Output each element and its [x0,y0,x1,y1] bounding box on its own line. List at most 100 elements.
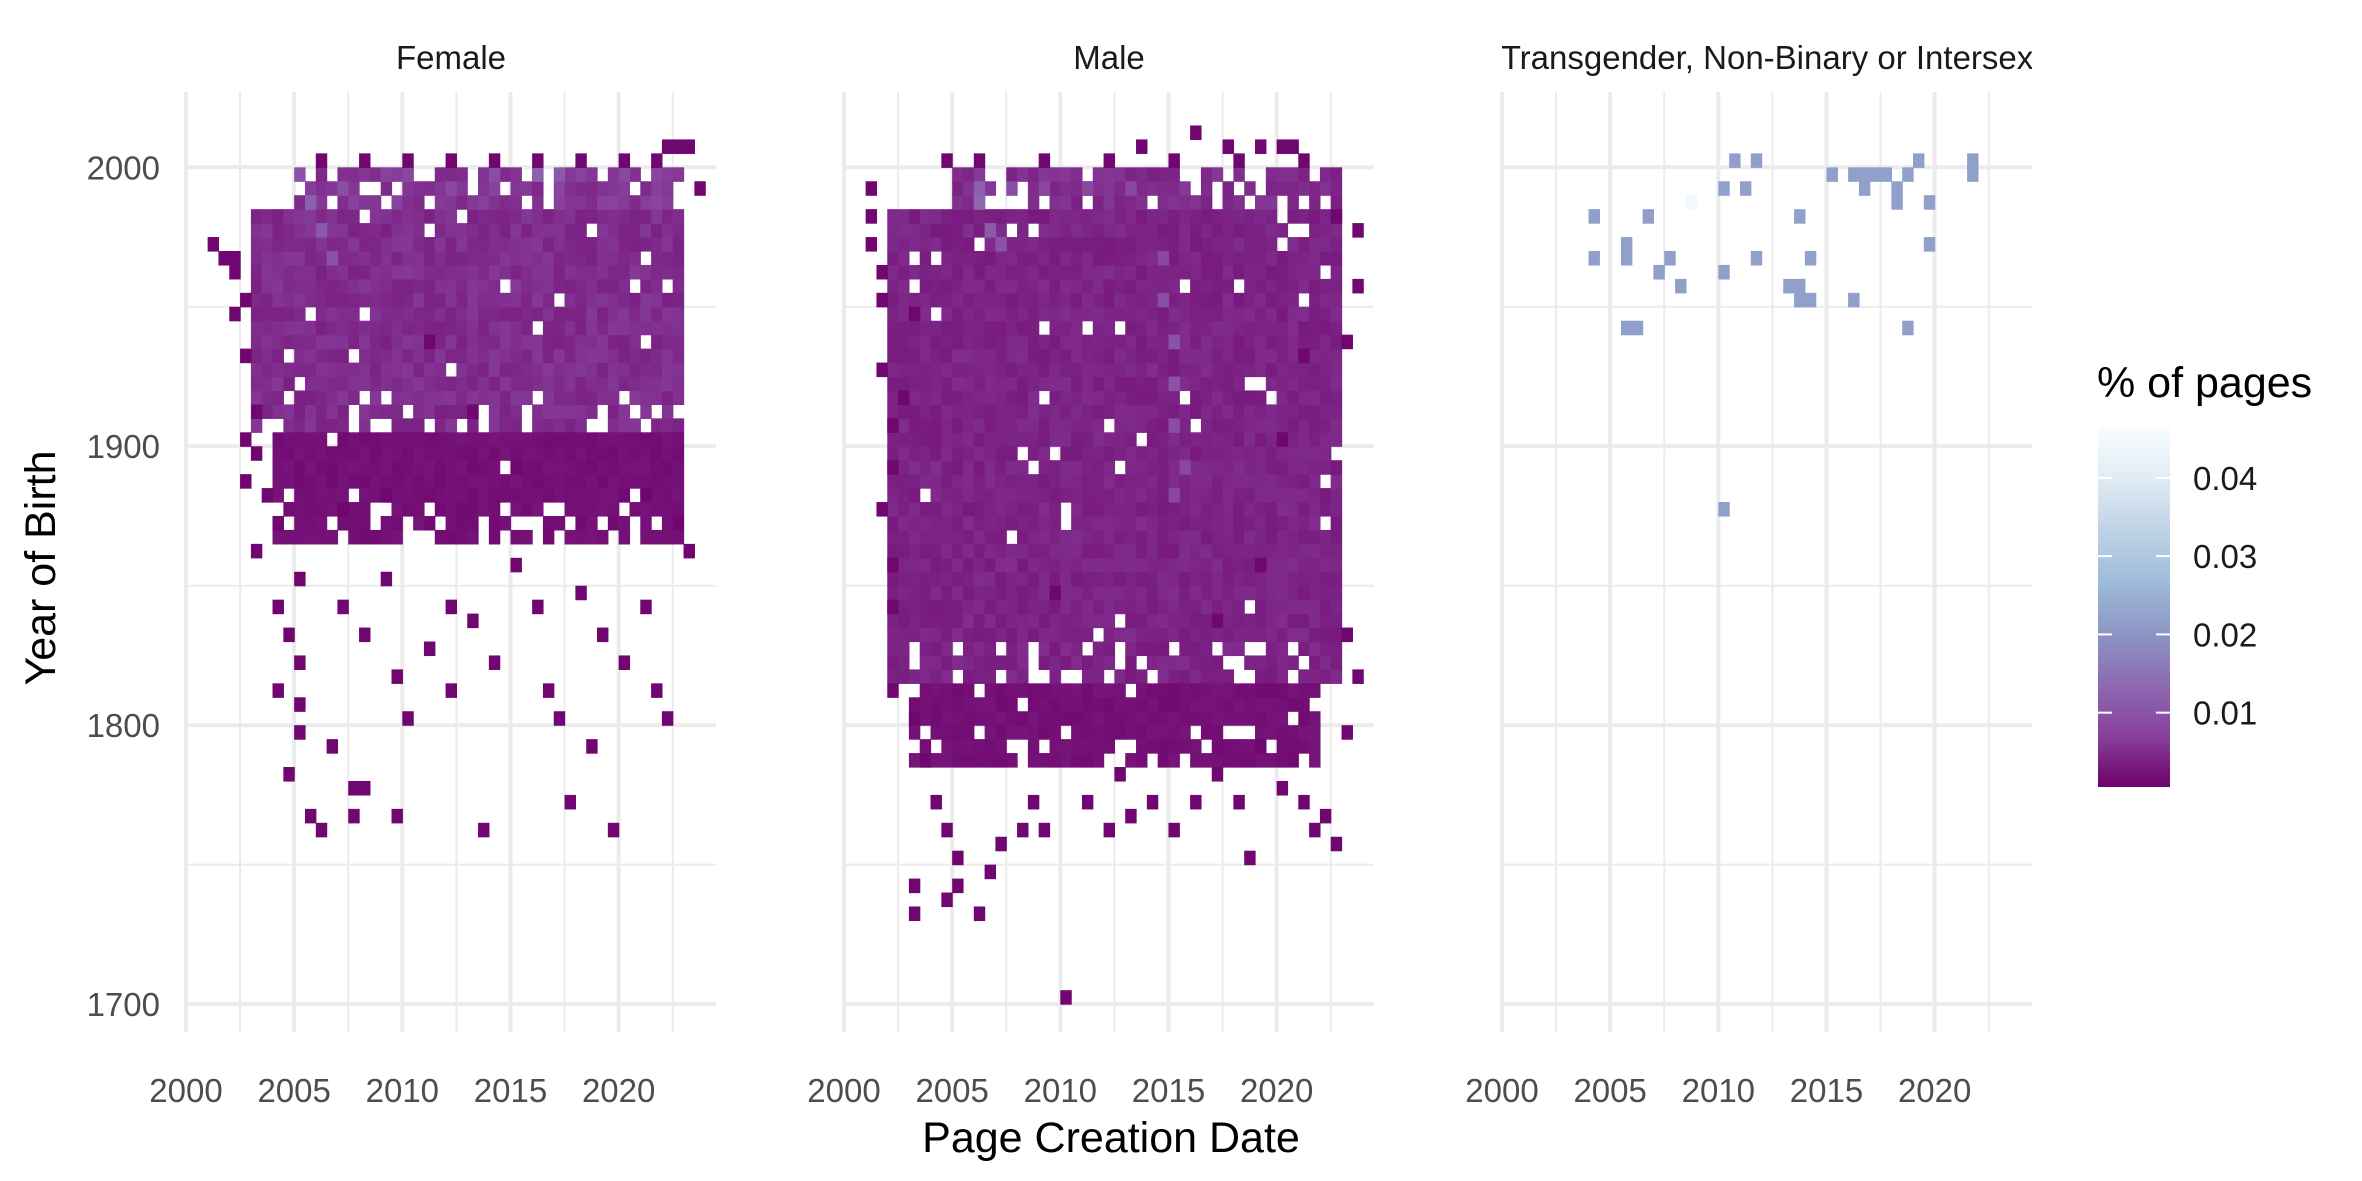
heatmap-cell [1233,683,1245,698]
heatmap-cell [618,432,631,447]
heatmap-cell [1006,418,1018,433]
heatmap-cell [391,362,403,378]
heatmap-cell [445,195,458,210]
heatmap-cell [413,348,425,364]
heatmap-cell [1125,697,1137,712]
heatmap-cell [640,376,652,392]
heatmap-cell [952,278,964,294]
heatmap-cell [1006,250,1018,266]
heatmap-cell [930,599,942,615]
heatmap-cell-sparse [1233,794,1245,810]
heatmap-cell [930,515,942,531]
heatmap-cell [973,529,986,545]
heatmap-cell [1092,711,1105,726]
heatmap-cell [1309,237,1321,252]
heatmap-cell [1319,376,1332,392]
heatmap-cell [423,460,436,475]
heatmap-cell-sparse [240,292,252,308]
heatmap-cell [1136,306,1148,322]
heatmap-cell [672,446,685,461]
heatmap-cell [1071,418,1083,433]
heatmap-cell [1038,711,1051,726]
heatmap-cell-sparse [250,446,263,461]
heatmap-cell [1222,571,1234,587]
heatmap-cell [380,223,393,238]
heatmap-cell [1319,250,1332,266]
heatmap-cell [1006,348,1018,364]
heatmap-cell [1038,683,1051,698]
heatmap-cell [337,474,349,489]
heatmap-cell [640,292,652,308]
heatmap-cell [952,376,964,392]
heatmap-cell [661,348,674,364]
heatmap-cell-sparse [1891,195,1903,210]
heatmap-cell [1157,725,1170,740]
heatmap-cell [413,376,425,392]
heatmap-cell-sparse [1341,725,1353,740]
heatmap-cell-high [315,223,328,238]
heatmap-cell [898,404,910,419]
heatmap-cell [1071,362,1083,378]
heatmap-cell [984,488,997,503]
heatmap-cell [1330,502,1343,517]
heatmap-cell [1081,697,1094,712]
heatmap-cell [1211,167,1224,182]
heatmap-cell [1233,223,1245,238]
heatmap-cell [1190,237,1202,252]
heatmap-cell [1017,488,1029,503]
heatmap-cell [369,376,382,392]
heatmap-cell [973,571,986,587]
heatmap-cell [607,515,620,531]
heatmap-cell [1146,223,1159,238]
heatmap-cell [952,209,964,224]
heatmap-cell-sparse [618,655,631,670]
heatmap-cell [908,557,921,573]
heatmap-cell [1146,264,1159,280]
heatmap-cell [1027,502,1040,517]
heatmap-cell [488,320,501,336]
heatmap-cell [1244,264,1256,280]
heatmap-cell [1265,655,1278,670]
heatmap-cell [315,488,328,503]
heatmap-cell [1146,683,1159,698]
heatmap-cell [1200,334,1213,350]
heatmap-cell [1222,739,1234,754]
heatmap-cell [1049,557,1061,573]
heatmap-cell [661,195,674,210]
heatmap-cell [607,278,620,294]
heatmap-cell [640,362,652,378]
heatmap-cell [1222,641,1234,657]
heatmap-cell [952,404,964,419]
heatmap-cell [1179,585,1191,601]
heatmap-cell [1157,711,1170,726]
heatmap-cell [941,376,953,392]
heatmap-cell [962,334,975,350]
heatmap-cell [1265,753,1278,768]
heatmap-cell [661,167,674,182]
heatmap-cell [1179,376,1191,392]
heatmap-cell-sparse [683,543,695,559]
heatmap-cell [1006,390,1018,406]
heatmap-cell [456,250,468,266]
heatmap-cell [1179,543,1191,559]
heatmap-cell [1244,432,1256,447]
heatmap-cell [380,404,393,419]
heatmap-cell-sparse [1103,822,1116,838]
heatmap-cell [597,390,609,406]
heatmap-cell [1190,655,1202,670]
heatmap-cell [1060,278,1072,294]
heatmap-cell [1017,557,1029,573]
heatmap-cell [1157,739,1170,754]
heatmap-cell [445,237,458,252]
heatmap-cell [1017,683,1029,698]
heatmap-cell [1006,627,1018,643]
heatmap-cell [294,209,306,224]
heatmap-cell [908,697,921,712]
heatmap-cell [553,195,566,210]
heatmap-cell [1092,557,1105,573]
heatmap-cell [1233,362,1245,378]
heatmap-cell [651,223,663,238]
heatmap-cell [898,264,910,280]
heatmap-cell [1244,683,1256,698]
grid-lines [1500,92,2032,1032]
